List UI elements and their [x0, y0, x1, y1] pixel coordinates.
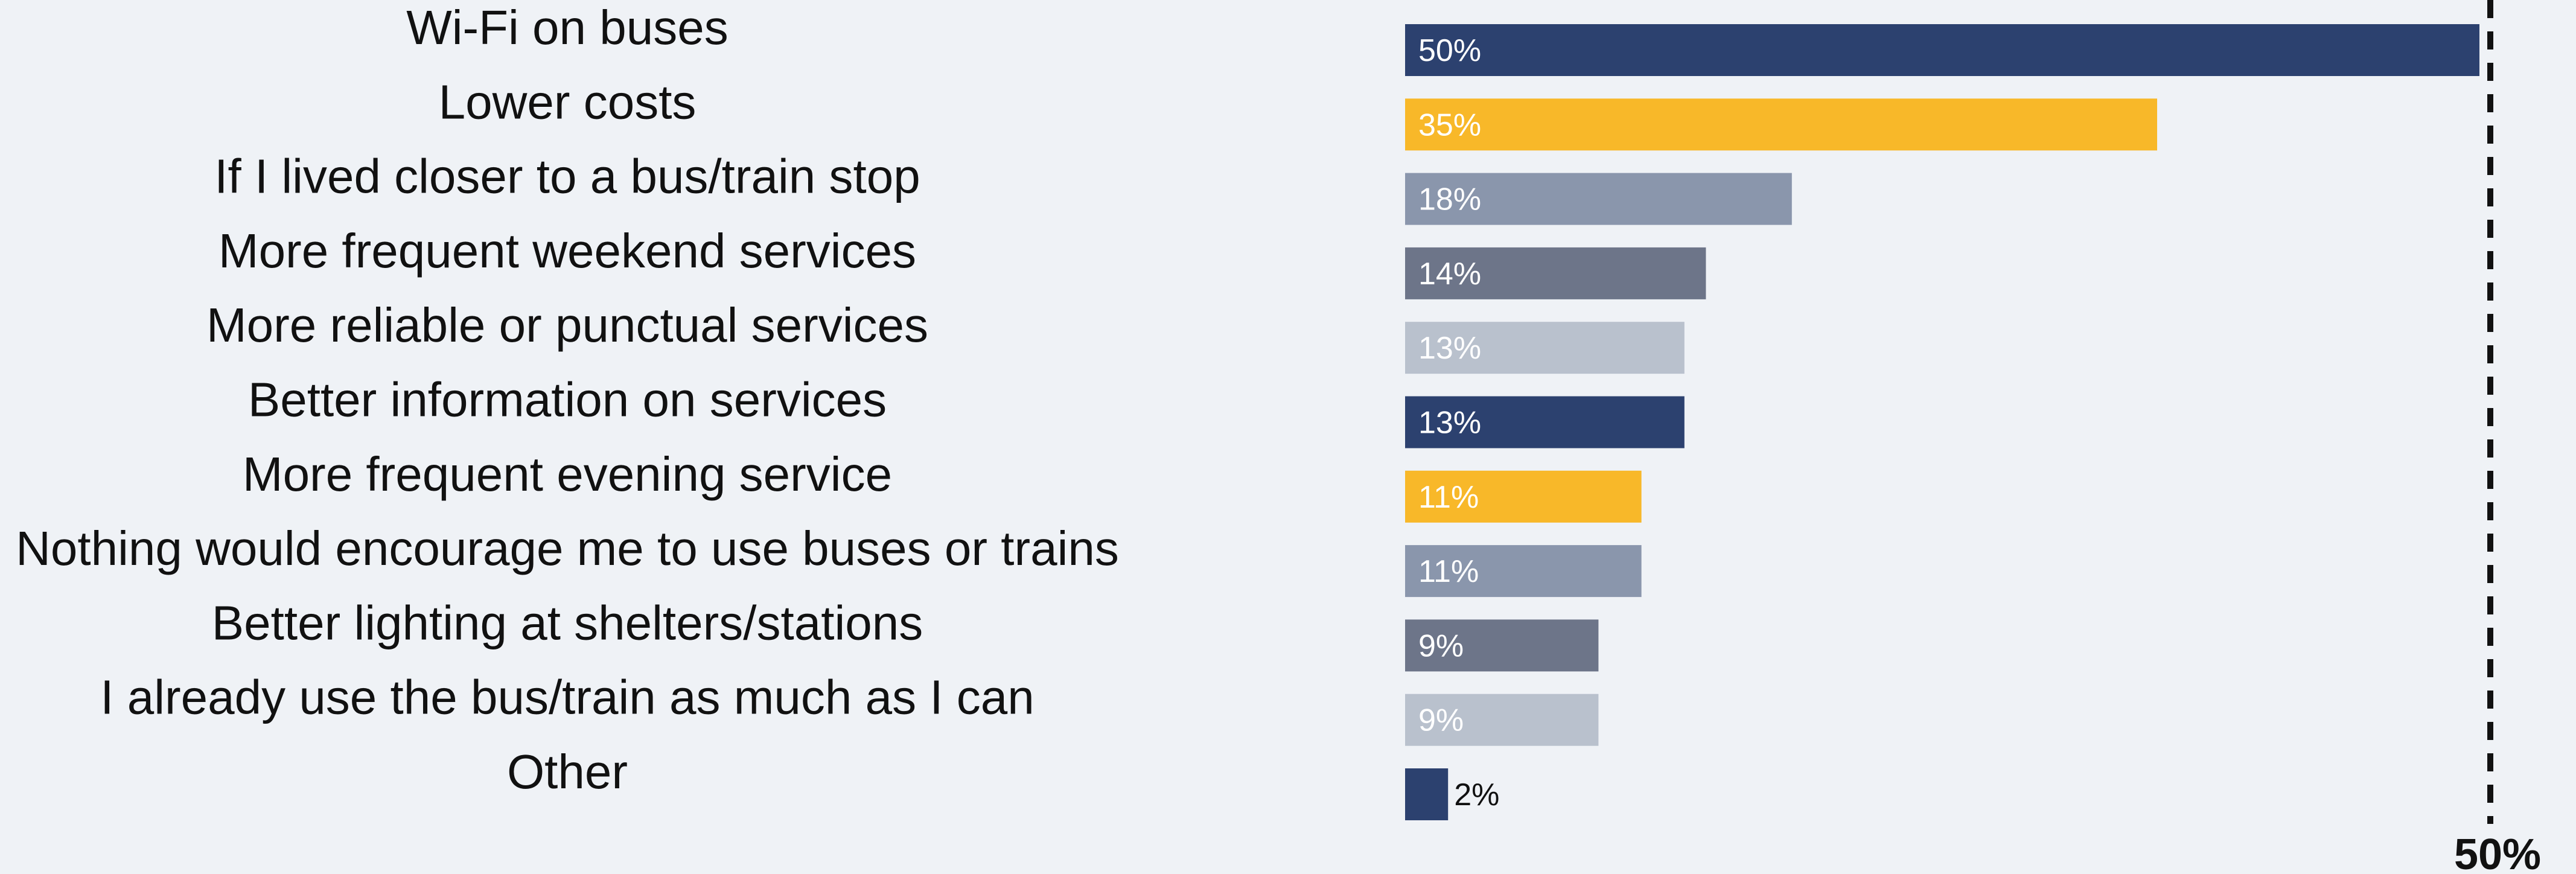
value-label: 11% — [1418, 480, 1479, 515]
category-label: I already use the bus/train as much as I… — [100, 671, 1035, 724]
bar — [1405, 247, 1706, 299]
category-label: More reliable or punctual services — [206, 298, 928, 352]
value-label: 11% — [1418, 554, 1479, 589]
bar — [1405, 98, 2157, 151]
value-label: 2% — [1454, 777, 1499, 812]
bars — [1405, 24, 2479, 820]
category-label: Lower costs — [439, 75, 697, 129]
value-label: 9% — [1418, 703, 1464, 738]
value-label: 13% — [1418, 406, 1481, 441]
bar — [1405, 619, 1599, 672]
value-label: 50% — [1418, 33, 1481, 68]
bar — [1405, 322, 1685, 374]
bar — [1405, 396, 1685, 448]
value-labels: 50% 35% 18% 14% 13% 13% 11% 11% 9% 9% 2% — [1418, 33, 1499, 812]
bar — [1405, 694, 1599, 746]
value-label: 35% — [1418, 107, 1481, 142]
bar — [1405, 470, 1642, 523]
value-label: 14% — [1418, 257, 1481, 292]
category-label: Other — [507, 745, 628, 799]
bar — [1405, 545, 1642, 598]
category-label: Better information on services — [248, 373, 887, 427]
category-label: Wi-Fi on buses — [406, 1, 728, 54]
bar — [1405, 768, 1449, 820]
category-label: If I lived closer to a bus/train stop — [214, 150, 920, 203]
reference-line-label: 50% — [2454, 831, 2541, 874]
category-labels: Wi-Fi on buses Lower costs If I lived clos… — [16, 1, 1119, 799]
category-label: More frequent weekend services — [218, 224, 916, 278]
category-label: More frequent evening service — [243, 447, 892, 501]
bar — [1405, 24, 2479, 76]
category-label: Nothing would encourage me to use buses … — [16, 522, 1119, 575]
value-label: 9% — [1418, 628, 1464, 663]
value-label: 18% — [1418, 182, 1481, 217]
bar — [1405, 173, 1792, 225]
category-label: Better lighting at shelters/stations — [212, 596, 923, 649]
value-label: 13% — [1418, 331, 1481, 366]
